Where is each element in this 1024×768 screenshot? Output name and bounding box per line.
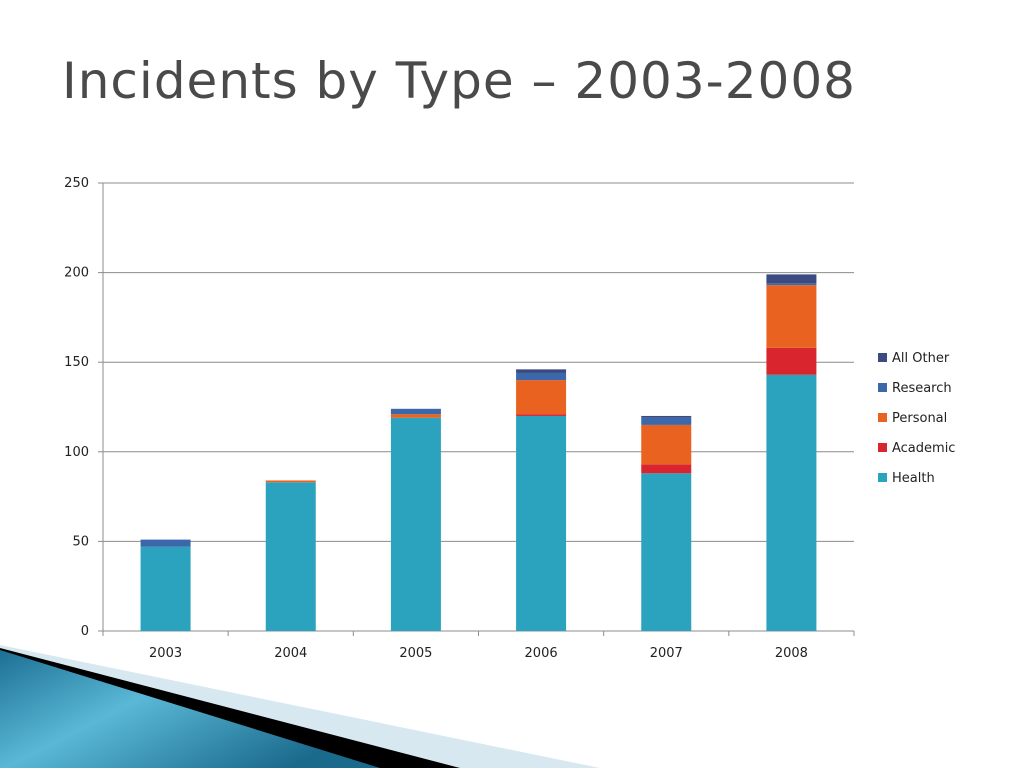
legend-label: Research [892, 381, 952, 396]
bar-segment-all-other [766, 274, 817, 284]
legend-swatch [878, 383, 887, 392]
bar-segment-research [140, 539, 191, 547]
bar-segment-health [140, 546, 191, 631]
x-tick-label: 2008 [775, 646, 808, 661]
gridlines [103, 182, 854, 542]
slide-title: Incidents by Type – 2003-2008 [62, 52, 856, 110]
bar-segment-personal [766, 285, 817, 348]
legend-label: All Other [892, 351, 950, 366]
bar-segment-research [390, 408, 441, 415]
bar-segment-personal [516, 380, 567, 415]
bar-segment-health [265, 482, 316, 631]
legend-swatch [878, 473, 887, 482]
bar-segment-personal [390, 414, 441, 418]
bars [140, 274, 817, 631]
axes: 0 50 100 150 200 250 2003 2004 2005 2006 2007 2008 [64, 176, 855, 661]
bar-segment-personal [265, 480, 316, 483]
legend-label: Personal [892, 411, 947, 426]
y-tick-label: 150 [64, 355, 89, 370]
x-tick-label: 2007 [650, 646, 683, 661]
y-tick-label: 200 [64, 266, 89, 281]
legend-label: Health [892, 471, 935, 486]
bar-segment-health [516, 415, 567, 631]
y-tick-label: 0 [81, 624, 89, 639]
bar-segment-research [516, 372, 567, 381]
legend: All Other Research Personal Academic Health [878, 351, 955, 486]
bar-segment-health [641, 473, 692, 631]
bar-segment-research [766, 283, 817, 286]
legend-label: Academic [892, 441, 955, 456]
y-tick-label: 250 [64, 176, 89, 191]
bar-segment-research [641, 417, 692, 425]
legend-swatch [878, 413, 887, 422]
bar-segment-all-other [641, 415, 692, 418]
y-tick-label: 50 [72, 534, 89, 549]
bar-segment-all-other [516, 369, 567, 373]
bar-segment-academic [766, 347, 817, 375]
y-tick-label: 100 [64, 445, 89, 460]
decor-blue-band [0, 650, 380, 768]
bar-segment-health [766, 374, 817, 631]
bar-segment-academic [641, 464, 692, 474]
legend-swatch [878, 353, 887, 362]
bar-segment-health [390, 417, 441, 631]
x-tick-label: 2004 [274, 646, 307, 661]
x-tick-label: 2006 [525, 646, 558, 661]
legend-swatch [878, 443, 887, 452]
x-tick-label: 2003 [149, 646, 182, 661]
x-tick-label: 2005 [399, 646, 432, 661]
bar-segment-personal [641, 424, 692, 465]
bar-segment-academic [516, 414, 567, 416]
